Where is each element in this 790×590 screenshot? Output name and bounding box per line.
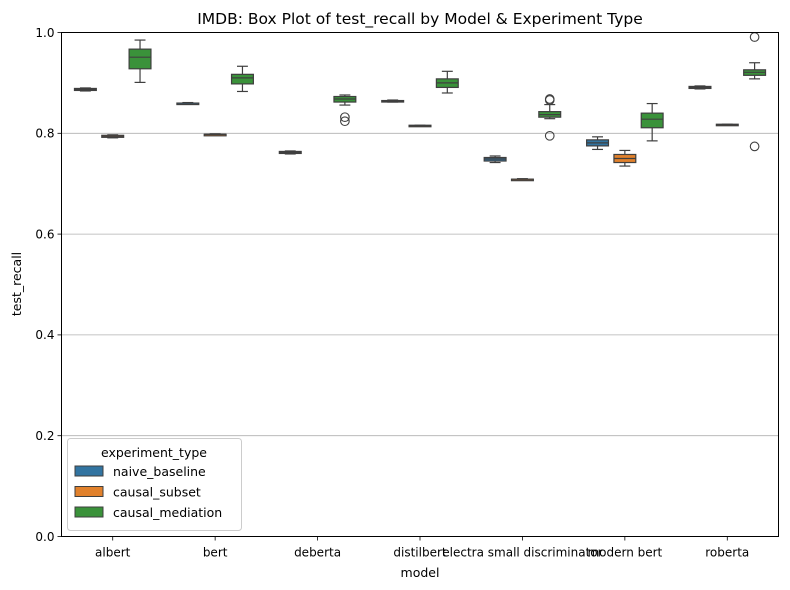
box-causal-subset <box>614 150 636 166</box>
box-causal-mediation <box>641 104 663 141</box>
box-body <box>641 113 663 128</box>
legend-label: naive_baseline <box>113 464 206 479</box>
box-causal-mediation <box>334 95 356 126</box>
y-axis-label: test_recall <box>9 252 24 316</box>
box-causal-subset <box>102 135 124 138</box>
box-body <box>129 49 151 69</box>
gridlines <box>62 133 779 435</box>
y-tick-label: 0.0 <box>35 530 54 544</box>
box-naive-baseline <box>484 156 506 163</box>
x-tick-label: modern bert <box>587 546 662 560</box>
box-naive-baseline <box>279 151 301 154</box>
chart-title: IMDB: Box Plot of test_recall by Model &… <box>197 10 643 29</box>
outlier-point <box>545 132 554 141</box>
box-causal-subset <box>512 179 534 181</box>
outlier-point <box>750 142 759 151</box>
box-causal-subset <box>204 134 226 136</box>
x-tick-label: albert <box>95 546 131 560</box>
legend-label: causal_mediation <box>113 505 222 520</box>
box-causal-mediation <box>232 66 254 91</box>
x-tick-label: electra small discriminator <box>442 546 602 560</box>
legend-label: causal_subset <box>113 485 201 500</box>
legend-swatch-causal-mediation <box>75 507 103 517</box>
box-layer <box>74 33 765 181</box>
box-naive-baseline <box>587 137 609 150</box>
legend-title: experiment_type <box>101 445 207 460</box>
x-tick-label: distilbert <box>393 546 447 560</box>
y-tick-label: 0.4 <box>35 328 54 342</box>
box-naive-baseline <box>689 86 711 89</box>
y-tick-label: 0.6 <box>35 227 54 241</box>
box-naive-baseline <box>74 88 96 91</box>
y-tick-label: 0.2 <box>35 429 54 443</box>
box-naive-baseline <box>382 100 404 102</box>
x-tick-label: deberta <box>294 546 341 560</box>
x-tick-label: bert <box>203 546 228 560</box>
box-causal-subset <box>409 125 431 127</box>
legend-swatch-causal-subset <box>75 487 103 497</box>
box-causal-mediation <box>436 71 458 93</box>
box-naive-baseline <box>177 103 199 105</box>
y-tick-label: 1.0 <box>35 26 54 40</box>
box-body <box>232 74 254 84</box>
box-causal-mediation <box>129 40 151 82</box>
outlier-point <box>750 33 759 42</box>
y-tick-label: 0.8 <box>35 127 54 141</box>
legend-swatch-naive-baseline <box>75 466 103 476</box>
box-causal-subset <box>716 124 738 126</box>
legend: experiment_type naive_baseline causal_sub… <box>68 439 242 531</box>
x-axis-label: model <box>401 565 440 580</box>
x-tick-label: roberta <box>705 546 749 560</box>
y-ticks: 0.0 0.2 0.4 0.6 0.8 1.0 <box>35 26 61 544</box>
